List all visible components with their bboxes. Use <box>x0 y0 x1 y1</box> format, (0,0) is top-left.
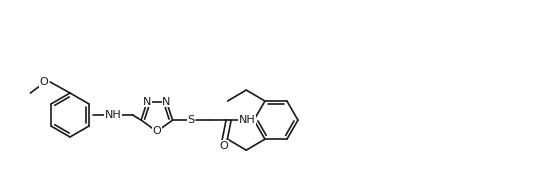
Text: S: S <box>187 115 195 125</box>
Text: N: N <box>162 97 171 107</box>
Text: O: O <box>152 126 161 136</box>
Text: NH: NH <box>239 115 256 125</box>
Text: N: N <box>143 97 151 107</box>
Text: O: O <box>220 141 229 151</box>
Text: O: O <box>40 77 49 87</box>
Text: NH: NH <box>104 110 121 120</box>
